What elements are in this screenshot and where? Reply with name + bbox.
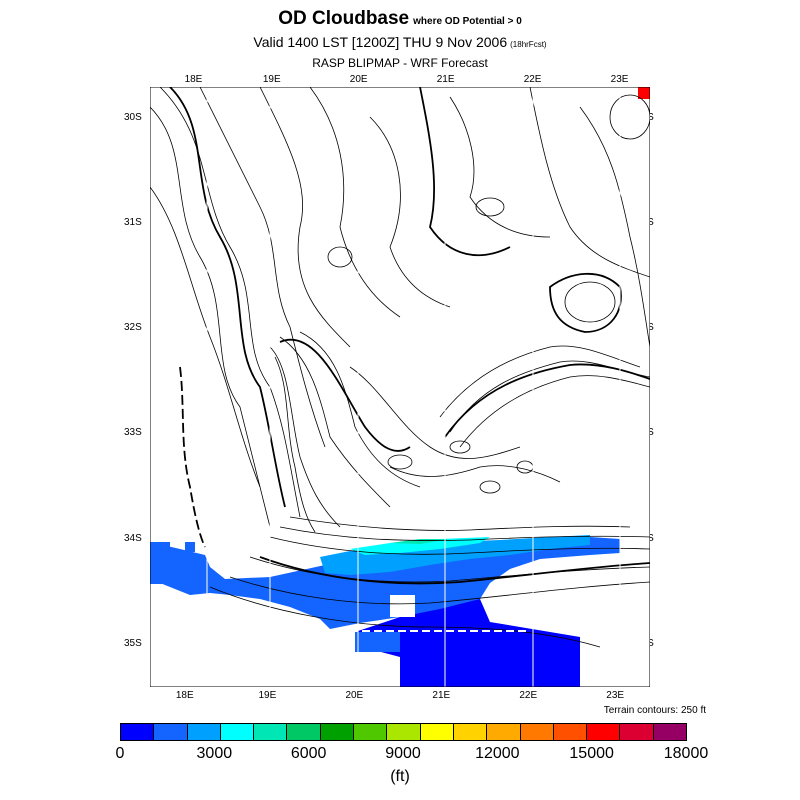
title-condition: where OD Potential > 0 — [413, 16, 522, 27]
colorbar-swatch — [153, 723, 188, 741]
colorbar-swatch — [253, 723, 288, 741]
lon-tick-bottom: 22E — [519, 690, 538, 701]
lon-tick-top: 18E — [184, 74, 203, 85]
colorbar-swatch — [186, 723, 221, 741]
colorbar-swatch — [486, 723, 521, 741]
map-title: OD Cloudbase where OD Potential > 0 — [0, 8, 800, 30]
forecast-hour: (18hrFcst) — [510, 40, 547, 49]
fill-cyan — [350, 537, 490, 555]
valid-time-text: Valid 1400 LST [1200Z] THU 9 Nov 2006 — [253, 34, 508, 50]
fill-blue-south-cell — [355, 632, 400, 652]
lon-tick-bottom: 21E — [432, 690, 451, 701]
lat-tick-left: 30S — [124, 111, 142, 123]
colorbar-tick-label: 18000 — [663, 745, 709, 762]
colorbar-swatch — [120, 723, 155, 741]
colorbar-swatch — [286, 723, 321, 741]
lat-tick-left: 32S — [124, 322, 142, 334]
colorbar-tick-label: 15000 — [569, 745, 614, 762]
source-label: RASP BLIPMAP - WRF Forecast — [312, 56, 488, 70]
forecast-map — [150, 87, 650, 687]
colorbar-swatch — [586, 723, 621, 741]
lat-tick-left: 34S — [124, 532, 142, 544]
lon-tick-bottom: 19E — [258, 690, 277, 701]
lat-tick-left: 35S — [124, 637, 142, 649]
colorbar-swatch — [552, 723, 588, 741]
colorbar-tick-label: 3000 — [196, 745, 233, 762]
colorbar — [120, 723, 687, 741]
colorbar-swatch — [419, 723, 454, 741]
terrain-contours-bold — [169, 87, 650, 585]
lon-tick-top: 19E — [262, 74, 281, 85]
fill-deep-blue — [355, 599, 580, 687]
colorbar-unit: (ft) — [390, 768, 410, 785]
colorbar-swatch — [619, 723, 654, 741]
lon-tick-top: 21E — [436, 74, 455, 85]
colorbar-tick-label: 9000 — [385, 745, 421, 762]
terrain-contours — [150, 87, 650, 648]
colorbar-swatch — [386, 723, 421, 741]
colorbar-tick-label: 12000 — [475, 745, 520, 762]
lon-tick-top: 22E — [523, 74, 542, 85]
colorbar-swatch — [353, 723, 388, 741]
lat-tick-left: 31S — [124, 216, 142, 228]
fill-lightblue — [320, 535, 590, 575]
fill-red-corner — [638, 87, 650, 99]
colorbar-tick-label: 6000 — [290, 745, 327, 762]
fill-blue-west-cell — [150, 542, 170, 584]
colorbar-swatch — [452, 723, 488, 741]
fill-white-hole — [390, 595, 415, 617]
lon-tick-bottom: 18E — [175, 690, 194, 701]
title-main: OD Cloudbase — [278, 8, 410, 29]
lat-tick-left: 33S — [124, 427, 142, 439]
colorbar-swatch — [652, 723, 687, 741]
lon-tick-top: 20E — [349, 74, 368, 85]
colorbar-swatch — [519, 723, 554, 741]
colorbar-swatch — [219, 723, 255, 741]
lon-tick-bottom: 20E — [345, 690, 364, 701]
graticule — [206, 87, 621, 687]
valid-time: Valid 1400 LST [1200Z] THU 9 Nov 2006 (18… — [0, 34, 800, 50]
colorbar-swatch — [319, 723, 355, 741]
lon-tick-top: 23E — [610, 74, 629, 85]
lon-tick-bottom: 23E — [606, 690, 625, 701]
colorbar-tick-label: 0 — [115, 745, 125, 762]
fill-blue-west-cell2 — [185, 542, 195, 552]
terrain-note: Terrain contours: 250 ft — [603, 705, 706, 716]
